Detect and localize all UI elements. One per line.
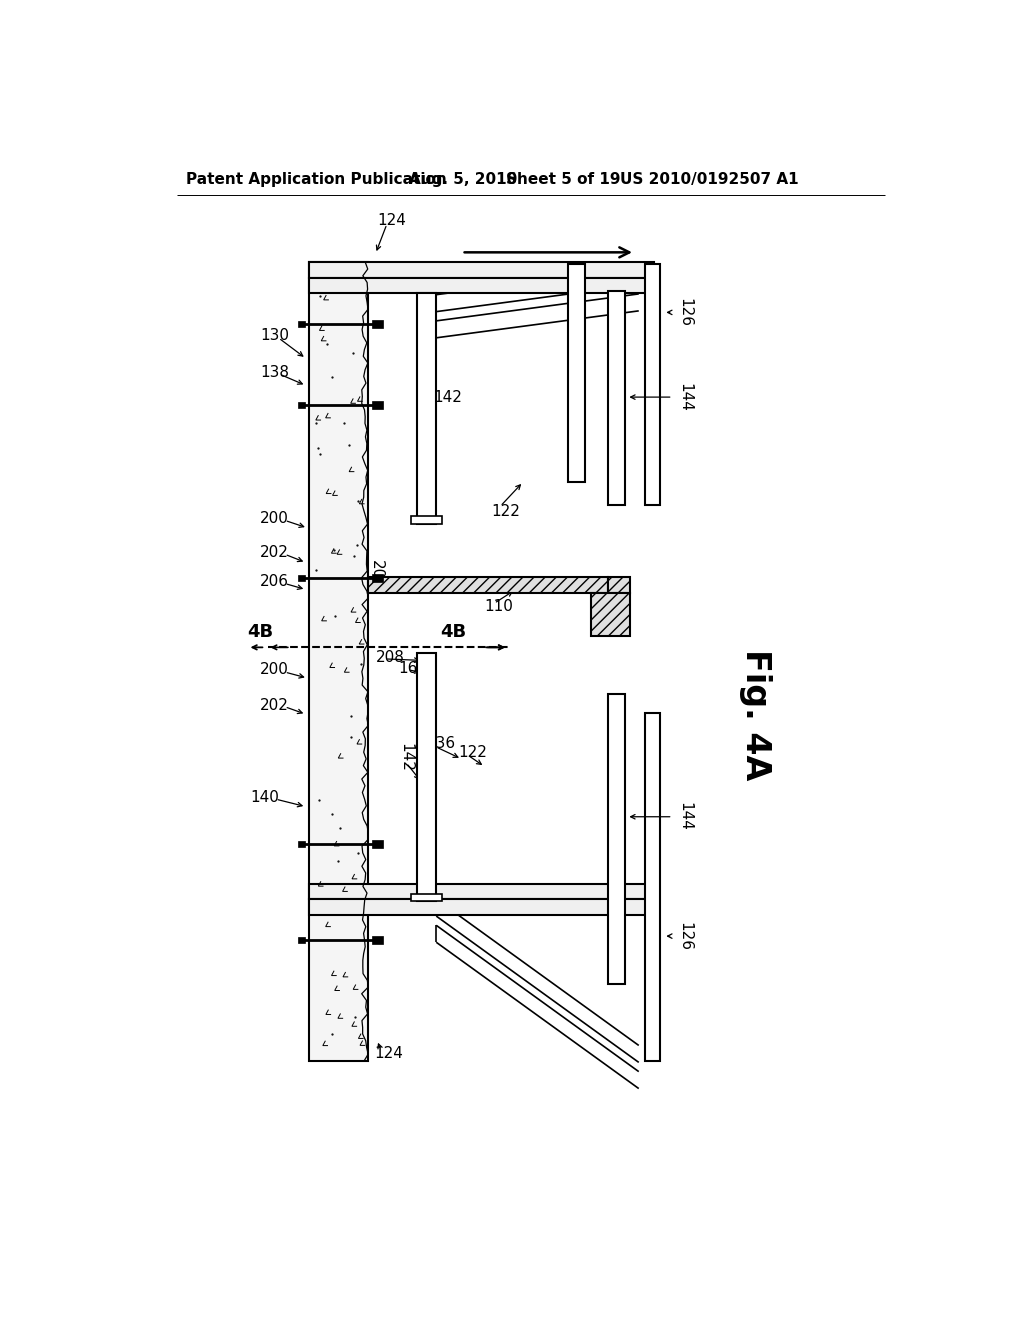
Text: 208: 208 xyxy=(370,560,384,589)
Text: 142: 142 xyxy=(433,389,462,405)
Bar xyxy=(645,264,660,506)
Text: 144: 144 xyxy=(677,803,692,832)
Bar xyxy=(298,841,305,847)
Text: 142: 142 xyxy=(398,743,414,772)
Text: 122: 122 xyxy=(459,746,487,760)
Text: US 2010/0192507 A1: US 2010/0192507 A1 xyxy=(620,173,798,187)
Bar xyxy=(645,713,660,1061)
Bar xyxy=(591,594,630,636)
Bar xyxy=(417,653,436,902)
Bar xyxy=(417,293,436,524)
Bar xyxy=(373,574,383,582)
Text: Sheet 5 of 19: Sheet 5 of 19 xyxy=(506,173,621,187)
Bar xyxy=(309,277,654,293)
Text: 202: 202 xyxy=(260,697,289,713)
Text: 126: 126 xyxy=(677,921,692,950)
Bar xyxy=(373,840,383,847)
Bar xyxy=(298,401,305,408)
Bar xyxy=(608,693,625,983)
Bar xyxy=(298,321,305,327)
Text: 200: 200 xyxy=(260,663,289,677)
Bar xyxy=(411,894,442,902)
Bar xyxy=(411,516,442,524)
Bar xyxy=(373,401,383,409)
Text: 130: 130 xyxy=(260,327,289,343)
Text: 122: 122 xyxy=(490,503,520,519)
Bar xyxy=(309,263,368,1061)
Bar xyxy=(298,937,305,942)
Text: Patent Application Publication: Patent Application Publication xyxy=(186,173,446,187)
Text: 110: 110 xyxy=(484,599,514,614)
Bar xyxy=(298,576,305,581)
Bar xyxy=(309,884,654,899)
Text: 208: 208 xyxy=(376,649,404,665)
Text: 136: 136 xyxy=(426,737,456,751)
Text: Aug. 5, 2010: Aug. 5, 2010 xyxy=(410,173,517,187)
Text: 200: 200 xyxy=(260,511,289,527)
Bar xyxy=(608,577,630,594)
Bar xyxy=(608,290,625,506)
Text: 4B: 4B xyxy=(440,623,466,642)
Bar xyxy=(368,577,608,594)
Text: Fig. 4A: Fig. 4A xyxy=(739,648,772,780)
Bar xyxy=(373,936,383,944)
Text: 138: 138 xyxy=(260,364,289,380)
Text: 160: 160 xyxy=(398,660,428,676)
Bar xyxy=(568,264,585,482)
Text: 144: 144 xyxy=(677,383,692,412)
Text: 4B: 4B xyxy=(248,623,273,642)
Bar xyxy=(309,899,654,915)
Bar xyxy=(373,321,383,327)
Text: 206: 206 xyxy=(260,574,289,590)
Text: 124: 124 xyxy=(377,213,406,227)
Text: 202: 202 xyxy=(260,545,289,560)
Text: 140: 140 xyxy=(250,789,279,805)
Bar xyxy=(309,263,654,277)
Text: 126: 126 xyxy=(677,298,692,327)
Text: 124: 124 xyxy=(374,1045,402,1061)
